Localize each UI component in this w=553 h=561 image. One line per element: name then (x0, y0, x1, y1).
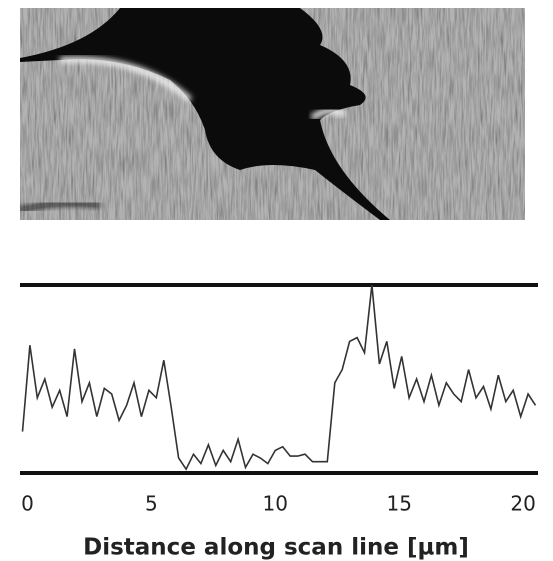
profile-line (21, 284, 537, 471)
afm-image (20, 8, 525, 220)
x-tick-label: 0 (21, 492, 34, 516)
x-axis-label: Distance along scan line [µm] (83, 535, 469, 561)
x-tick-label: 5 (145, 492, 158, 516)
x-tick-label: 10 (263, 492, 288, 516)
x-tick-label: 15 (386, 492, 411, 516)
x-tick-label: 20 (510, 492, 535, 516)
